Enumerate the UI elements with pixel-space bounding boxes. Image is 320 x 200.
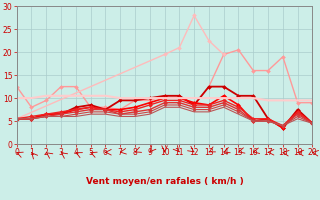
X-axis label: Vent moyen/en rafales ( km/h ): Vent moyen/en rafales ( km/h )	[86, 177, 244, 186]
